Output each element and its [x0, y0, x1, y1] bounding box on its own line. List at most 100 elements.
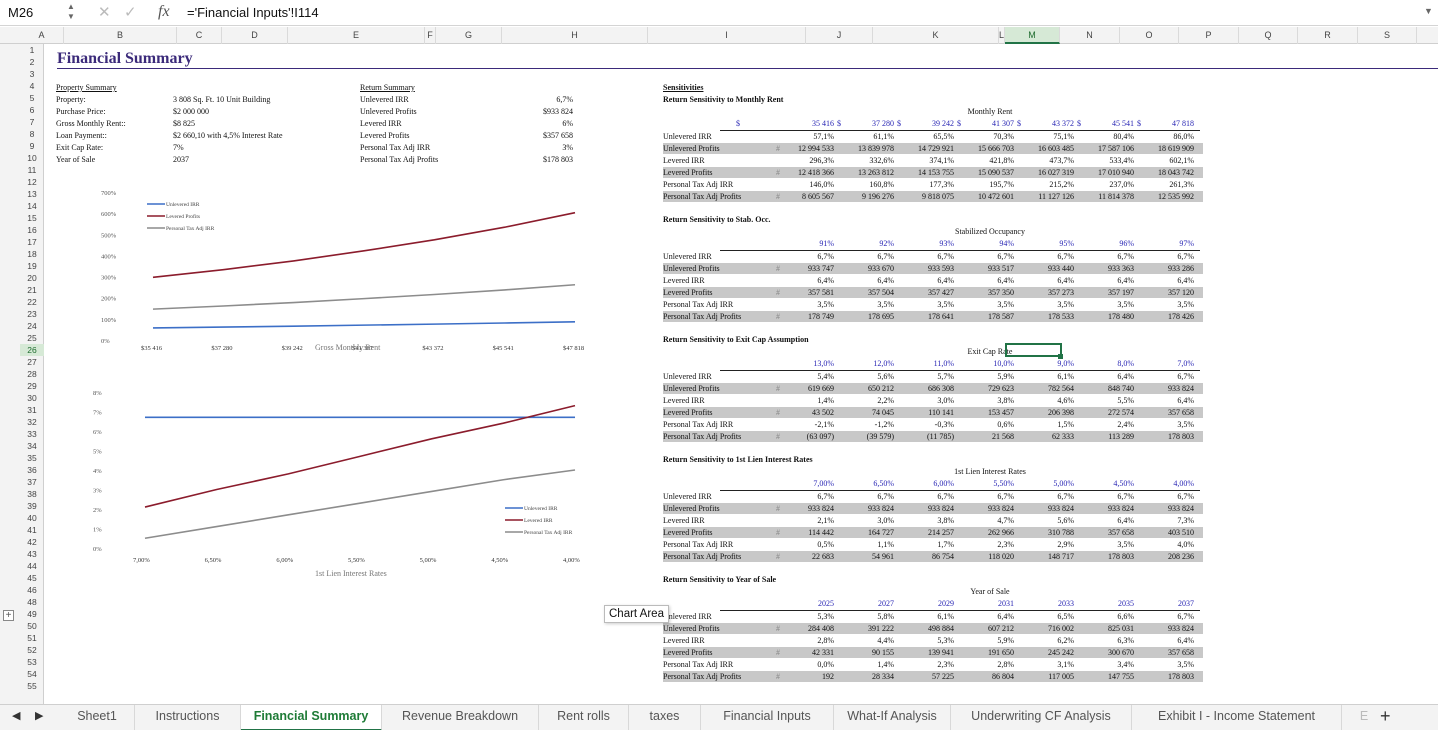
sensitivity-cell[interactable]: 3,5% — [1117, 540, 1134, 549]
sensitivity-cell[interactable]: 74 045 — [872, 408, 894, 417]
sensitivity-cell[interactable]: 178 426 — [1168, 312, 1194, 321]
sensitivity-cell[interactable]: 6,7% — [1057, 492, 1074, 501]
sensitivity-cell[interactable]: 3,5% — [877, 300, 894, 309]
sensitivity-cell[interactable]: 3,4% — [1117, 660, 1134, 669]
column-header-a[interactable]: A — [20, 27, 64, 44]
name-box[interactable]: M26 — [8, 5, 34, 20]
sensitivity-header-value[interactable]: 95% — [1059, 239, 1074, 248]
sensitivity-cell[interactable]: 43 502 — [812, 408, 834, 417]
sensitivity-cell[interactable]: 686 308 — [928, 384, 954, 393]
row-header-28[interactable]: 28 — [27, 369, 37, 379]
sensitivity-cell[interactable]: 139 941 — [928, 648, 954, 657]
sensitivity-cell[interactable]: 619 669 — [808, 384, 834, 393]
sensitivity-cell[interactable]: 178 695 — [868, 312, 894, 321]
sensitivity-cell[interactable]: 607 212 — [988, 624, 1014, 633]
sensitivity-header-value[interactable]: 5,00% — [1053, 479, 1074, 488]
row-header-13[interactable]: 13 — [27, 189, 37, 199]
sensitivity-cell[interactable]: 6,7% — [1177, 252, 1194, 261]
sensitivity-cell[interactable]: 6,4% — [1117, 372, 1134, 381]
sensitivity-cell[interactable]: 6,4% — [1117, 276, 1134, 285]
row-header-27[interactable]: 27 — [27, 357, 37, 367]
sensitivity-cell[interactable]: 5,6% — [1057, 516, 1074, 525]
sensitivity-cell[interactable]: 86 754 — [932, 552, 954, 561]
sensitivity-cell[interactable]: 178 803 — [1108, 552, 1134, 561]
sensitivity-cell[interactable]: 729 623 — [988, 384, 1014, 393]
sensitivity-cell[interactable]: 3,5% — [1057, 300, 1074, 309]
sensitivity-cell[interactable]: 114 442 — [808, 528, 834, 537]
sensitivity-cell[interactable]: 12 994 533 — [798, 144, 834, 153]
sensitivity-header-value[interactable]: 13,0% — [813, 359, 834, 368]
interest-rate-chart[interactable]: 0% 1% 2% 3% 4% 5% 6% 7% 8% 7,00% 6,50% 6,00% 5,50% 5,… — [85, 384, 605, 584]
sensitivity-cell[interactable]: 2,9% — [1057, 540, 1074, 549]
prev-sheet-icon[interactable]: ◀ — [12, 710, 21, 722]
sensitivity-cell[interactable]: 272 574 — [1108, 408, 1134, 417]
sensitivity-cell[interactable]: 1,4% — [817, 396, 834, 405]
sensitivity-header-value[interactable]: 91% — [819, 239, 834, 248]
sensitivity-header-value[interactable]: 2037 — [1178, 599, 1194, 608]
sensitivity-cell[interactable]: 2,1% — [817, 516, 834, 525]
tab-financial-summary[interactable]: Financial Summary — [241, 705, 382, 730]
sensitivity-cell[interactable]: 17 010 940 — [1098, 168, 1134, 177]
sensitivity-cell[interactable]: 245 242 — [1048, 648, 1074, 657]
expand-group-icon[interactable]: + — [3, 610, 14, 621]
sensitivity-header-value[interactable]: 96% — [1119, 239, 1134, 248]
sensitivity-header-value[interactable]: 7,0% — [1177, 359, 1194, 368]
sensitivity-cell[interactable]: -0,3% — [934, 420, 954, 429]
sensitivity-header-value[interactable]: 10,0% — [993, 359, 1014, 368]
sensitivity-cell[interactable]: 933 824 — [1108, 504, 1134, 513]
row-header-52[interactable]: 52 — [27, 645, 37, 655]
sensitivity-cell[interactable]: 54 961 — [872, 552, 894, 561]
row-header-5[interactable]: 5 — [29, 93, 35, 103]
sensitivity-cell[interactable]: 2,3% — [937, 660, 954, 669]
row-header-26[interactable]: 26 — [20, 344, 44, 356]
sensitivity-cell[interactable]: 6,7% — [1177, 372, 1194, 381]
row-header-53[interactable]: 53 — [27, 657, 37, 667]
row-header-45[interactable]: 45 — [27, 573, 37, 583]
sensitivity-cell[interactable]: 6,4% — [997, 276, 1014, 285]
sensitivity-cell[interactable]: 6,7% — [997, 252, 1014, 261]
sensitivity-cell[interactable]: 3,1% — [1057, 660, 1074, 669]
sensitivity-cell[interactable]: 237,0% — [1109, 180, 1134, 189]
sensitivity-cell[interactable]: 6,1% — [937, 612, 954, 621]
sensitivity-cell[interactable]: 5,9% — [997, 636, 1014, 645]
row-header-19[interactable]: 19 — [27, 261, 37, 271]
sensitivity-cell[interactable]: 6,7% — [817, 252, 834, 261]
row-header-2[interactable]: 2 — [29, 57, 35, 67]
row-header-21[interactable]: 21 — [27, 285, 37, 295]
sensitivity-cell[interactable]: 28 334 — [872, 672, 894, 681]
sensitivity-cell[interactable]: 473,7% — [1049, 156, 1074, 165]
sensitivity-header-value[interactable]: 11,0% — [933, 359, 954, 368]
sensitivity-cell[interactable]: 4,4% — [877, 636, 894, 645]
sensitivity-cell[interactable]: 3,5% — [997, 300, 1014, 309]
row-header-1[interactable]: 1 — [29, 45, 35, 55]
sensitivity-cell[interactable]: 9 196 276 — [862, 192, 894, 201]
sensitivity-cell[interactable]: 5,8% — [877, 612, 894, 621]
sensitivity-header-value[interactable]: 2035 — [1118, 599, 1134, 608]
sensitivity-cell[interactable]: 12 535 992 — [1158, 192, 1194, 201]
sensitivity-cell[interactable]: 357 658 — [1108, 528, 1134, 537]
sensitivity-header-value[interactable]: 4,50% — [1113, 479, 1134, 488]
sensitivity-cell[interactable]: 148 717 — [1048, 552, 1074, 561]
sensitivity-cell[interactable]: 716 002 — [1048, 624, 1074, 633]
sensitivity-cell[interactable]: 357 658 — [1168, 648, 1194, 657]
tab-what-if-analysis[interactable]: What-If Analysis — [834, 705, 951, 730]
sensitivity-cell[interactable]: 933 440 — [1048, 264, 1074, 273]
column-header-r[interactable]: R — [1298, 27, 1358, 44]
sensitivity-cell[interactable]: 160,8% — [869, 180, 894, 189]
sensitivity-cell[interactable]: 3,0% — [937, 396, 954, 405]
sensitivity-header-value[interactable]: 97% — [1179, 239, 1194, 248]
sensitivity-cell[interactable]: 498 884 — [928, 624, 954, 633]
sensitivity-cell[interactable]: 61,1% — [873, 132, 894, 141]
sensitivity-cell[interactable]: 357 273 — [1048, 288, 1074, 297]
sensitivity-cell[interactable]: 4,7% — [997, 516, 1014, 525]
sensitivity-cell[interactable]: 933 824 — [868, 504, 894, 513]
name-box-stepper-icon[interactable]: ▲ ▼ — [67, 2, 75, 21]
sensitivity-cell[interactable]: -1,2% — [874, 420, 894, 429]
tab-instructions[interactable]: Instructions — [135, 705, 241, 730]
row-header-38[interactable]: 38 — [27, 489, 37, 499]
sensitivity-cell[interactable]: 933 670 — [868, 264, 894, 273]
cancel-formula-icon[interactable]: ✕ — [98, 4, 111, 21]
sensitivity-cell[interactable]: 1,7% — [937, 540, 954, 549]
sensitivity-header-value[interactable]: 8,0% — [1117, 359, 1134, 368]
tab-exhibit-i-income-statement[interactable]: Exhibit I - Income Statement — [1132, 705, 1342, 730]
